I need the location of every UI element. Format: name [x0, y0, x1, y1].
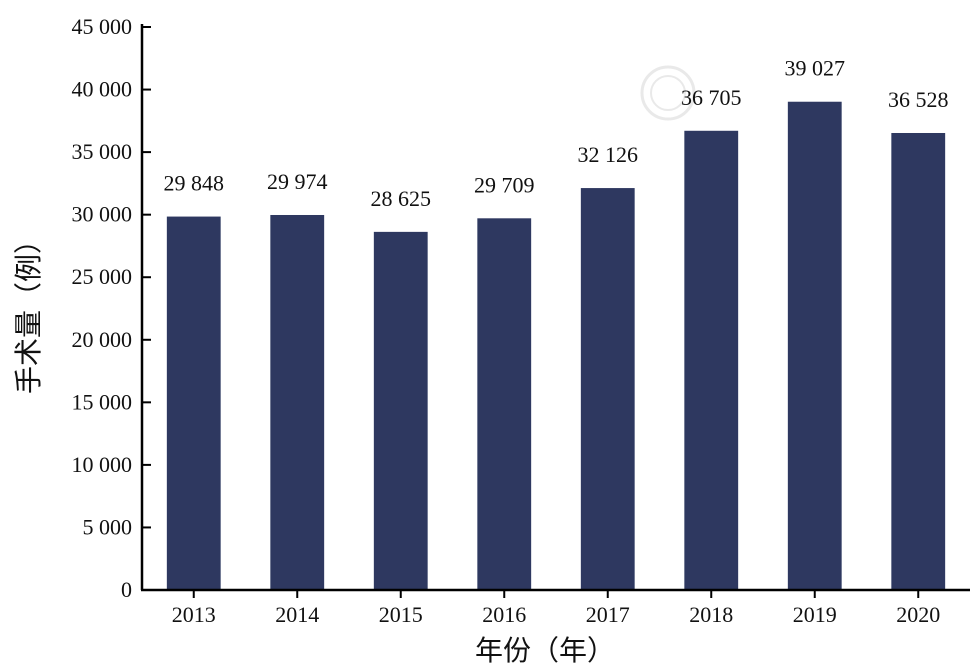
watermark-seal: [640, 65, 696, 121]
bar-2018: [684, 130, 739, 590]
y-tick-label: 45 000: [72, 14, 133, 39]
x-tick-label: 2015: [379, 602, 423, 627]
data-label-2017: 32 126: [578, 142, 639, 167]
x-axis-ticks: 2013 2014 2015 2016 2017 2018 2019 2020: [172, 590, 940, 627]
bar-2014: [270, 214, 325, 591]
data-labels-layer: 29 848 29 974 28 625 29 709 32 126 36 705 39 0…: [164, 56, 949, 211]
y-tick-label: 35 000: [72, 139, 133, 164]
x-tick-label: 2016: [482, 602, 526, 627]
x-axis-title: 年份（年）: [475, 634, 615, 667]
bar-2013: [166, 216, 221, 590]
y-tick-label: 25 000: [72, 264, 133, 289]
bar-2015: [373, 231, 428, 590]
bars-layer: [166, 101, 946, 591]
y-tick-label: 10 000: [72, 452, 133, 477]
x-tick-label: 2013: [172, 602, 216, 627]
y-tick-label: 40 000: [72, 77, 133, 102]
y-axis-ticks: 0 5 000 10 000 15 000 20 000 25 000 30 000 35 0…: [72, 14, 151, 602]
data-label-2018: 36 705: [681, 85, 742, 110]
data-label-2016: 29 709: [474, 172, 535, 197]
y-tick-label: 5 000: [83, 514, 133, 539]
x-tick-label: 2018: [689, 602, 733, 627]
data-label-2014: 29 974: [267, 169, 328, 194]
y-tick-label: 0: [121, 577, 132, 602]
x-tick-label: 2017: [586, 602, 630, 627]
y-axis-title: 手术量（例）: [12, 226, 45, 394]
y-tick-label: 15 000: [72, 389, 133, 414]
data-label-2019: 39 027: [785, 56, 846, 81]
bar-2020: [891, 132, 946, 590]
data-label-2013: 29 848: [164, 171, 225, 196]
data-label-2015: 28 625: [371, 186, 432, 211]
bar-2016: [477, 218, 532, 590]
y-tick-label: 30 000: [72, 202, 133, 227]
x-tick-label: 2014: [275, 602, 319, 627]
data-label-2020: 36 528: [888, 87, 949, 112]
x-tick-label: 2019: [793, 602, 837, 627]
bar-2019: [787, 101, 842, 590]
bar-2017: [580, 188, 635, 590]
y-tick-label: 20 000: [72, 327, 133, 352]
x-tick-label: 2020: [896, 602, 940, 627]
